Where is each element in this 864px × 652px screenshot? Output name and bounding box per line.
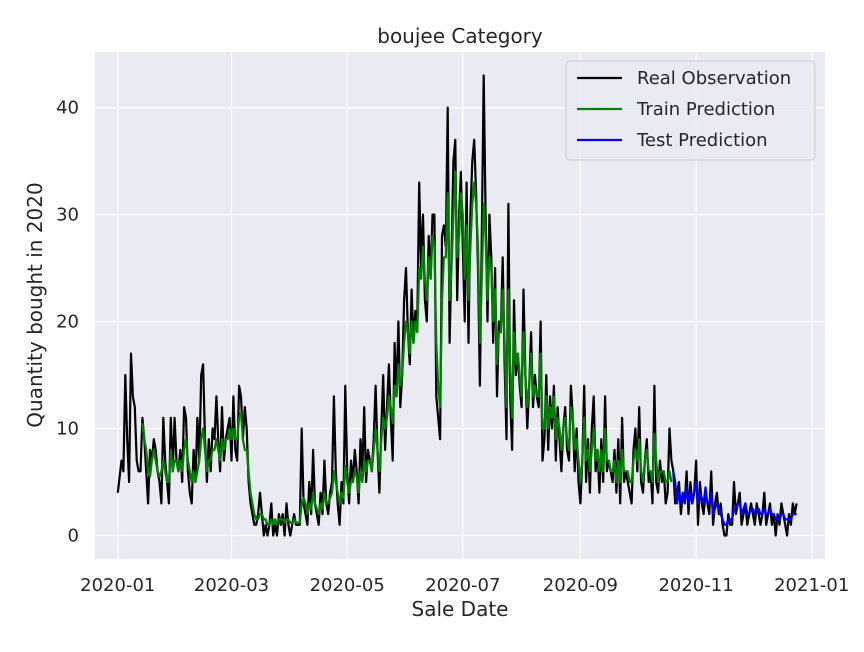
y-tick-label: 10 [56,419,79,440]
series-line-train-prediction [141,170,673,526]
x-tick-label: 2020-09 [543,575,618,596]
y-tick-labels: 0 10 20 30 40 [56,98,79,547]
series-line-test-prediction [672,471,797,526]
legend-box [565,60,816,161]
chart-title: boujee Category [377,24,543,48]
y-tick-label: 30 [56,205,79,226]
x-tick-label: 2020-03 [194,575,269,596]
x-tick-label: 2020-07 [425,575,500,596]
x-axis-label: Sale Date [412,597,509,621]
y-tick-label: 0 [68,525,79,546]
y-tick-label: 40 [56,98,79,119]
x-tick-label: 2021-01 [774,575,849,596]
series-lines [116,74,798,537]
x-tick-label: 2020-05 [310,575,385,596]
y-axis-label: Quantity bought in 2020 [23,182,47,427]
legend-label: Train Prediction [636,99,775,120]
legend: Real Observation Train Prediction Test Pre… [565,60,816,161]
y-tick-label: 20 [56,312,79,333]
legend-label: Test Prediction [636,130,768,151]
x-tick-label: 2020-11 [658,575,733,596]
legend-label: Real Observation [637,68,791,89]
x-tick-labels: 2020-01 2020-03 2020-05 2020-07 2020-09 2020-… [80,575,849,596]
x-tick-label: 2020-01 [80,575,155,596]
